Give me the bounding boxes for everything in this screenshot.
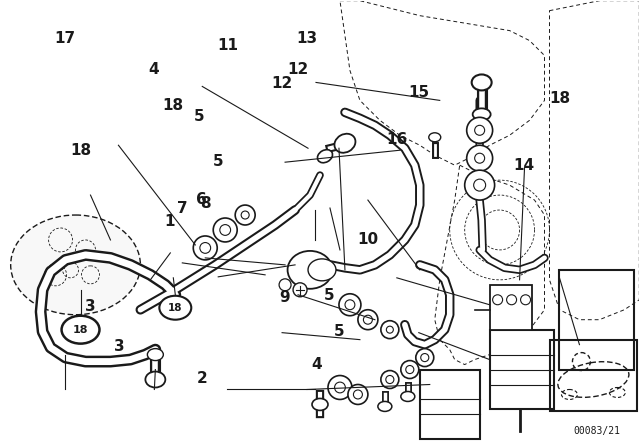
Circle shape — [416, 349, 434, 366]
Text: 2: 2 — [196, 370, 207, 386]
Text: 12: 12 — [271, 76, 292, 91]
Bar — [420, 370, 479, 439]
Ellipse shape — [147, 349, 163, 361]
Text: 4: 4 — [148, 62, 159, 78]
Text: 6: 6 — [196, 192, 207, 207]
Text: 18: 18 — [549, 91, 570, 107]
Circle shape — [401, 361, 419, 379]
Ellipse shape — [145, 371, 165, 388]
Circle shape — [493, 295, 502, 305]
Ellipse shape — [378, 401, 392, 411]
Circle shape — [381, 370, 399, 388]
Circle shape — [339, 294, 361, 316]
Ellipse shape — [473, 108, 491, 121]
Circle shape — [328, 375, 352, 400]
Text: 5: 5 — [193, 109, 204, 124]
Circle shape — [279, 279, 291, 291]
Text: 4: 4 — [312, 357, 322, 372]
Circle shape — [358, 310, 378, 330]
Text: 5: 5 — [212, 154, 223, 169]
Circle shape — [213, 218, 237, 242]
Bar — [550, 340, 637, 411]
Ellipse shape — [11, 215, 140, 314]
Ellipse shape — [429, 133, 441, 142]
Text: 12: 12 — [287, 62, 308, 78]
Text: 13: 13 — [297, 31, 318, 46]
Text: 10: 10 — [357, 232, 378, 247]
Circle shape — [507, 295, 516, 305]
Text: 5: 5 — [324, 288, 335, 303]
Text: 16: 16 — [386, 132, 407, 146]
Circle shape — [348, 384, 368, 405]
Ellipse shape — [287, 251, 332, 289]
Ellipse shape — [472, 74, 492, 90]
Ellipse shape — [61, 316, 99, 344]
Text: 9: 9 — [280, 290, 290, 305]
Ellipse shape — [335, 134, 355, 153]
Text: 00083/21: 00083/21 — [573, 426, 620, 436]
Circle shape — [193, 236, 217, 260]
Circle shape — [381, 321, 399, 339]
Circle shape — [465, 170, 495, 200]
Circle shape — [467, 145, 493, 171]
Ellipse shape — [401, 392, 415, 401]
Text: 18: 18 — [73, 325, 88, 335]
Text: 5: 5 — [334, 324, 344, 339]
Circle shape — [235, 205, 255, 225]
Text: 3: 3 — [84, 299, 95, 314]
Bar — [490, 330, 554, 409]
Text: 17: 17 — [54, 31, 75, 46]
Bar — [490, 285, 532, 330]
Text: 7: 7 — [177, 201, 188, 216]
Text: 8: 8 — [200, 196, 211, 211]
Circle shape — [467, 117, 493, 143]
Text: 11: 11 — [217, 38, 238, 53]
Text: 18: 18 — [168, 303, 182, 313]
Ellipse shape — [308, 259, 336, 281]
Circle shape — [520, 295, 531, 305]
Ellipse shape — [312, 398, 328, 410]
Circle shape — [293, 283, 307, 297]
Text: 18: 18 — [163, 98, 184, 113]
Text: 15: 15 — [408, 85, 429, 100]
Text: 1: 1 — [164, 214, 175, 229]
Ellipse shape — [159, 296, 191, 320]
Text: 14: 14 — [514, 159, 535, 173]
Text: 18: 18 — [70, 143, 91, 158]
Ellipse shape — [317, 150, 333, 163]
Text: 3: 3 — [113, 339, 124, 354]
